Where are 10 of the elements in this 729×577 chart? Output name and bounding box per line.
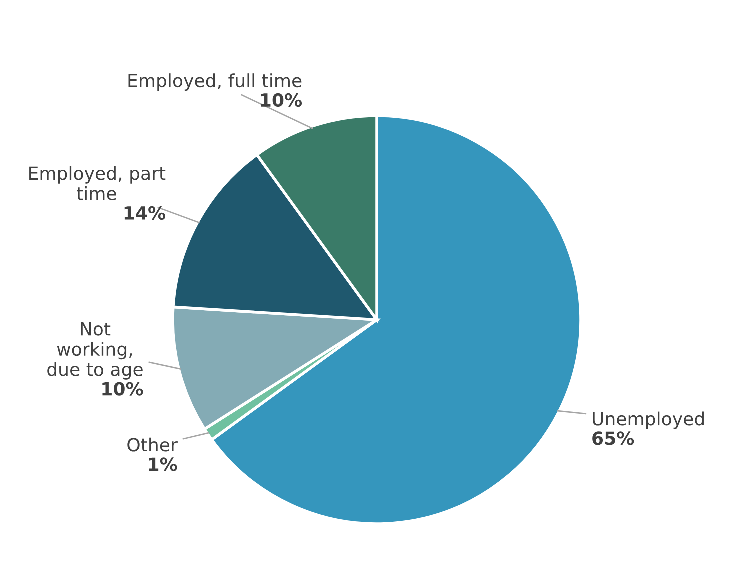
data-label: 10% (102, 382, 144, 396)
data-label: 10% (261, 93, 302, 108)
slice-label: Not working, due to age (48, 322, 143, 380)
data-label: 65% (592, 432, 634, 446)
slice-label: Employed, part time (30, 166, 166, 201)
slice-label: Employed, full time (128, 74, 302, 92)
data-label: 14% (124, 206, 166, 220)
data-label: 1% (149, 458, 178, 472)
slice-label: Other (128, 438, 178, 452)
slice-label: Unemployed (593, 412, 704, 430)
